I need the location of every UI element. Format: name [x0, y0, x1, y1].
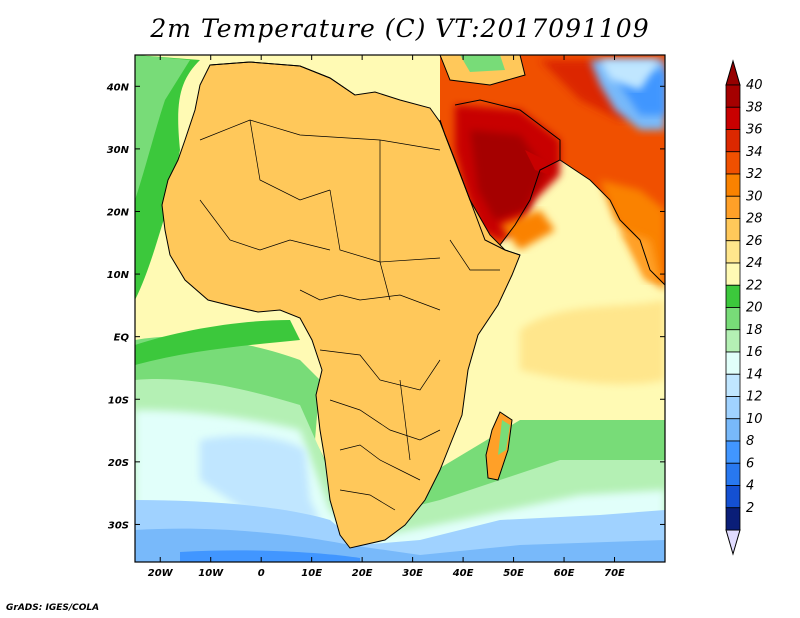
latitude-axis: 40N 30N 20N 10N EQ 10S 20S 30S	[106, 82, 665, 531]
y-tick-label: 10N	[107, 270, 130, 281]
colorbar-label: 40	[746, 78, 763, 93]
colorbar-label: 10	[746, 412, 763, 427]
x-tick-label: 30E	[402, 568, 423, 579]
colorbar-swatch	[725, 284, 741, 308]
colorbar-swatch	[725, 485, 741, 509]
colorbar-swatch	[725, 351, 741, 375]
colorbar-label: 30	[746, 189, 763, 204]
colorbar-swatch	[725, 307, 741, 331]
colorbar-swatch	[725, 373, 741, 397]
y-tick-label: 20S	[108, 458, 129, 469]
colorbar-swatch	[725, 106, 741, 130]
x-tick-label: 0	[258, 568, 265, 579]
x-tick-label: 50E	[503, 568, 524, 579]
colorbar-swatch	[725, 84, 741, 108]
colorbar-swatch	[725, 129, 741, 153]
colorbar-swatch	[725, 151, 741, 175]
y-tick-label: EQ	[114, 333, 130, 344]
y-tick-label: 30S	[108, 520, 129, 531]
colorbar-label: 12	[746, 390, 763, 405]
colorbar-label: 34	[746, 145, 763, 160]
x-tick-label: 20W	[148, 568, 174, 579]
x-tick-label: 40E	[452, 568, 474, 579]
x-tick-label: 10E	[301, 568, 322, 579]
colorbar-swatch	[725, 218, 741, 242]
map-title: 2m Temperature (C) VT:2017091109	[150, 14, 650, 43]
y-tick-label: 20N	[107, 207, 130, 218]
colorbar-swatch	[725, 240, 741, 264]
colorbar-swatch	[725, 440, 741, 464]
colorbar-over-arrow	[725, 59, 741, 86]
colorbar-swatch	[725, 396, 741, 420]
longitude-axis: 20W 10W 0 10E 20E 30E 40E 50E 60E 70E	[148, 55, 625, 579]
y-tick-label: 10S	[108, 395, 129, 406]
colorbar-swatch	[725, 262, 741, 286]
grads-credit: GrADS: IGES/COLA	[6, 603, 100, 613]
colorbar-label: 26	[746, 234, 763, 249]
colorbar-label: 6	[746, 456, 754, 471]
colorbar-label: 38	[746, 100, 763, 115]
x-tick-label: 10W	[198, 568, 224, 579]
colorbar-label: 16	[746, 345, 763, 360]
colorbar-swatch	[725, 418, 741, 442]
x-tick-label: 70E	[604, 568, 625, 579]
colorbar-label: 14	[746, 367, 763, 382]
colorbar-label: 24	[746, 256, 763, 271]
colorbar-label: 8	[746, 434, 754, 449]
colorbar-swatch	[725, 195, 741, 219]
map-frame	[134, 54, 666, 563]
colorbar-swatch	[725, 507, 741, 531]
colorbar-under-arrow	[725, 529, 741, 556]
colorbar-label: 36	[746, 123, 763, 138]
colorbar-label: 20	[746, 301, 763, 316]
colorbar-label: 28	[746, 212, 763, 227]
colorbar-swatch	[725, 173, 741, 197]
colorbar: 40 38 36 34 32 30 28 26 24 22 20 18 16 14 12 10 8 6 4 2	[725, 59, 763, 556]
colorbar-swatch	[725, 462, 741, 486]
colorbar-swatch	[725, 329, 741, 353]
x-tick-label: 20E	[352, 568, 373, 579]
colorbar-label: 18	[746, 323, 763, 338]
colorbar-label: 22	[746, 278, 763, 293]
coastlines	[161, 55, 665, 549]
colorbar-label: 2	[746, 501, 754, 516]
x-tick-label: 60E	[554, 568, 575, 579]
colorbar-label: 32	[746, 167, 763, 182]
y-tick-label: 30N	[107, 145, 130, 156]
colorbar-label: 4	[746, 479, 754, 494]
y-tick-label: 40N	[106, 82, 130, 93]
